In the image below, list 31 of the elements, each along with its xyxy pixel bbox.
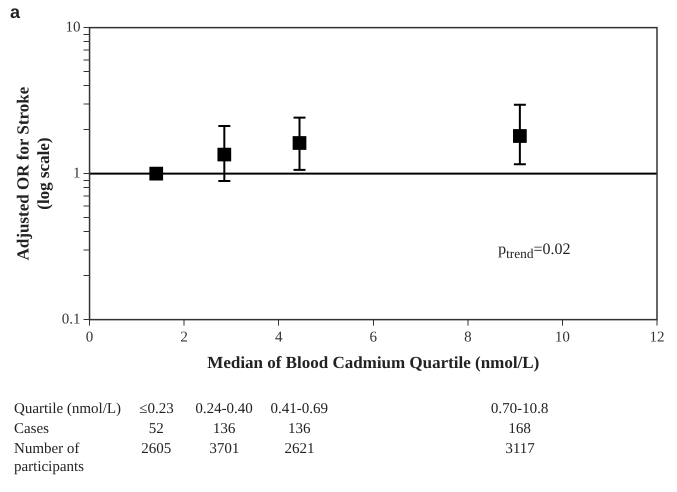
text: 2605 [141,440,172,458]
text: 136 [212,420,236,438]
x-tick-label: 2 [180,330,188,346]
text: 2621 [284,440,314,458]
text: 3701 [209,440,240,458]
y-tick-label: 1 [73,166,81,182]
text: 0.24-0.40 [195,400,253,418]
text: 52 [148,420,164,438]
text: 0.41-0.69 [270,400,328,418]
x-tick-label: 6 [370,330,378,346]
chart-title: a [10,2,21,22]
point [149,166,164,180]
point [292,136,306,150]
x-tick-label: 8 [464,330,472,346]
text: Number of participants [14,440,85,476]
y-tick-label: 0.1 [62,312,81,328]
x-tick-label: 0 [86,330,94,346]
annotation: p$_{trend}$=0.02 [498,240,571,262]
text: Quartile (nmol/L) [14,400,122,418]
y-tick-label: 10 [66,20,81,36]
text: ≤0.23 [139,400,174,418]
text: 3117 [505,440,535,458]
x-tick-label: 12 [650,330,664,346]
x-tick-label: 10 [554,330,570,346]
text: 0.70-10.8 [490,400,548,418]
x-axis-title: Median of Blood Cadmium Quartile (nmol/L) [207,353,540,372]
text: 168 [508,420,531,438]
text: Cases [14,420,50,438]
text: 136 [288,420,310,438]
x-tick-label: 4 [274,330,283,346]
y-axis-title: Adjusted OR for Stroke (log scale) [14,86,53,260]
